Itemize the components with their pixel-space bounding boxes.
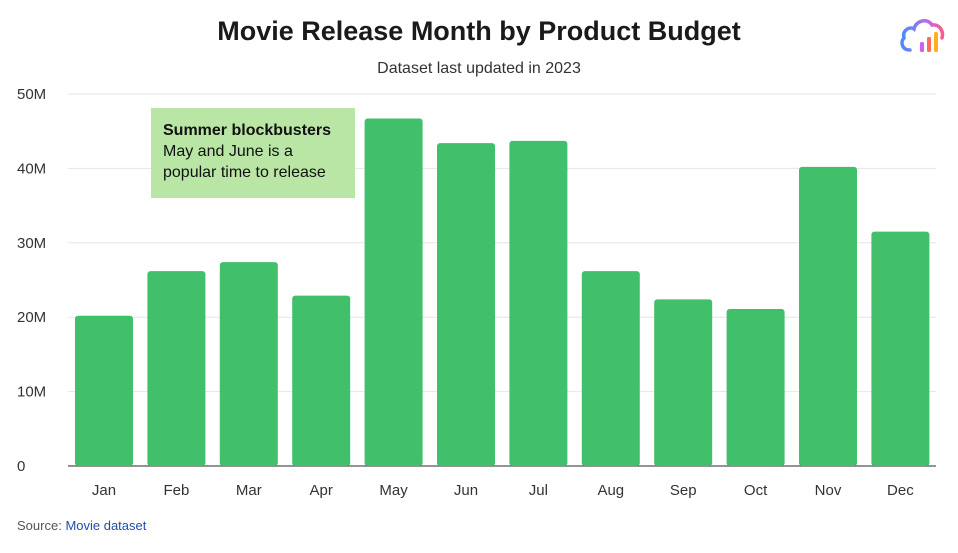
bar-jul[interactable]: [509, 140, 568, 466]
bar-jun[interactable]: [437, 143, 495, 466]
x-tick-label: Jan: [92, 482, 116, 499]
annotation-heading: Summer blockbusters: [163, 122, 332, 139]
x-tick-label: May: [379, 482, 408, 499]
y-tick-label: 50M: [17, 86, 46, 103]
bar-dec[interactable]: [871, 231, 930, 466]
x-tick-label: Feb: [163, 482, 189, 499]
source-prefix: Source:: [17, 518, 62, 533]
x-tick-label: Mar: [236, 482, 262, 499]
y-tick-label: 30M: [17, 235, 46, 252]
source-note: Source: Movie dataset: [17, 518, 146, 533]
bar-oct[interactable]: [726, 309, 785, 466]
source-link[interactable]: Movie dataset: [65, 518, 147, 533]
y-tick-label: 40M: [17, 160, 46, 177]
bar-feb[interactable]: [147, 271, 206, 466]
x-tick-label: Aug: [597, 482, 624, 499]
bar-jan[interactable]: [75, 315, 133, 466]
cloud-chart-icon: [900, 19, 945, 52]
x-tick-label: Apr: [310, 482, 333, 499]
x-tick-label: Oct: [744, 482, 768, 499]
bar-apr[interactable]: [292, 295, 351, 466]
chart-title: Movie Release Month by Product Budget: [217, 16, 741, 46]
chart-subtitle: Dataset last updated in 2023: [377, 60, 581, 77]
annotation-box: Summer blockbusters May and June is a po…: [151, 108, 355, 198]
y-tick-label: 0: [17, 458, 25, 475]
bar-sep[interactable]: [654, 299, 713, 466]
bar-nov[interactable]: [799, 166, 857, 467]
y-tick-label: 10M: [17, 384, 46, 401]
bar-aug[interactable]: [581, 271, 640, 466]
x-tick-label: Nov: [815, 482, 842, 499]
x-tick-label: Jul: [529, 482, 548, 499]
bar-may[interactable]: [364, 118, 423, 466]
x-tick-label: Dec: [887, 482, 914, 499]
x-tick-label: Jun: [454, 482, 478, 499]
bar-mar[interactable]: [219, 262, 278, 466]
x-tick-label: Sep: [670, 482, 697, 499]
annotation-line-2: popular time to release: [163, 164, 326, 181]
y-tick-label: 20M: [17, 309, 46, 326]
annotation-line-1: May and June is a: [163, 143, 293, 160]
